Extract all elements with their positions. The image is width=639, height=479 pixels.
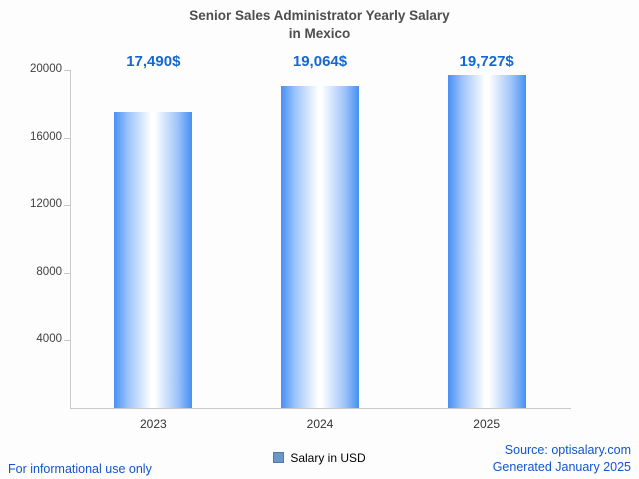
bar-2024 xyxy=(281,85,359,408)
y-axis-tick-mark xyxy=(64,340,70,342)
bar-2023 xyxy=(114,112,193,408)
y-axis-tick-mark xyxy=(64,272,70,274)
x-axis-label-2023: 2023 xyxy=(139,417,167,431)
chart-title-line1: Senior Sales Administrator Yearly Salary xyxy=(189,8,450,23)
bar-2025 xyxy=(447,74,526,408)
y-axis-tick-label: 20000 xyxy=(30,63,62,75)
bar-value-label: 17,490$ xyxy=(126,53,181,70)
y-axis-tick-mark xyxy=(64,137,70,139)
plot-area xyxy=(70,70,571,409)
legend-label: Salary in USD xyxy=(290,451,366,465)
source-link[interactable]: Source: optisalary.com xyxy=(504,443,631,458)
x-axis-label-2024: 2024 xyxy=(306,417,334,431)
y-axis-tick-mark xyxy=(64,205,70,207)
chart-title: Senior Sales Administrator Yearly Salary… xyxy=(0,7,639,43)
y-axis-tick-label: 16000 xyxy=(30,130,62,143)
bar-value-label: 19,727$ xyxy=(459,53,514,70)
y-axis-tick-mark xyxy=(64,70,70,71)
source-block: Source: optisalary.com Generated January… xyxy=(493,442,631,476)
y-axis-tick-label: 4000 xyxy=(36,333,62,346)
bar-value-label: 19,064$ xyxy=(292,53,348,70)
x-axis-label-2025: 2025 xyxy=(473,417,500,431)
y-axis-tick-label: 8000 xyxy=(36,265,62,278)
generated-date: Generated January 2025 xyxy=(492,460,631,475)
y-axis-tick-label: 12000 xyxy=(30,198,62,211)
chart-title-line2: in Mexico xyxy=(288,25,351,41)
legend: Salary in USD xyxy=(0,451,639,465)
legend-swatch-icon xyxy=(273,452,285,464)
disclaimer-text: For informational use only xyxy=(8,462,152,476)
